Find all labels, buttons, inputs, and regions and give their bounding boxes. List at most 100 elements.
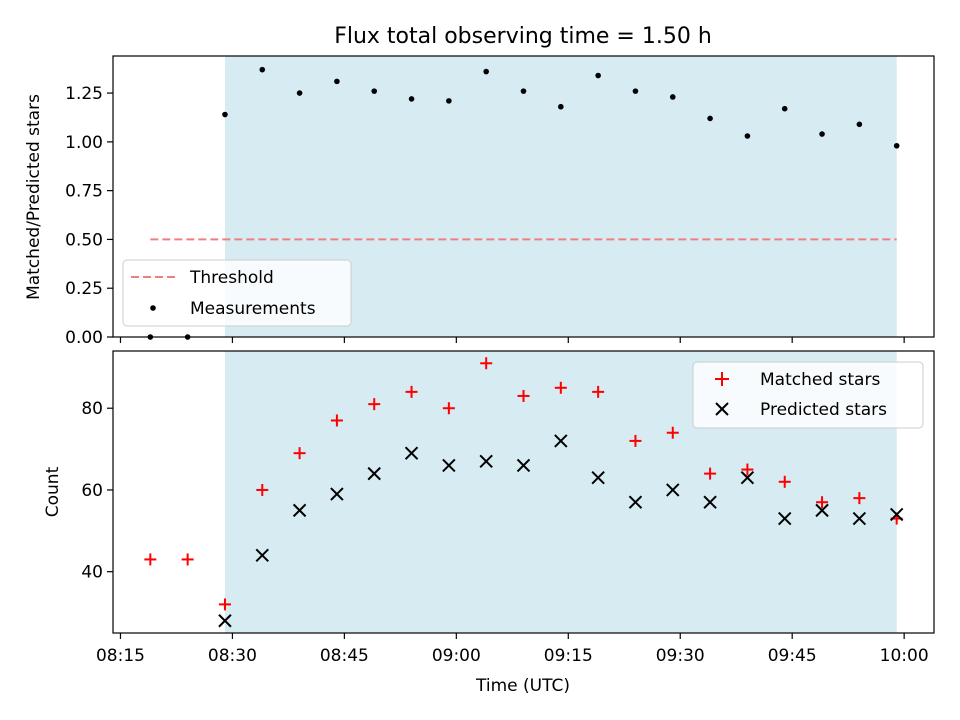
predicted-star-point xyxy=(404,446,419,460)
measurement-point xyxy=(222,111,228,118)
matched-star-point xyxy=(218,598,231,611)
matched-star-point xyxy=(741,463,754,476)
top-y-axis-label: Matched/Predicted stars xyxy=(24,94,44,300)
predicted-star-point xyxy=(516,458,531,473)
matched-star-point xyxy=(480,357,493,370)
matched-star-point xyxy=(181,553,194,566)
measurement-point xyxy=(781,105,788,112)
top-y-tick-label: 1.25 xyxy=(65,84,103,104)
measurement-point xyxy=(819,131,825,137)
top-y-tick-label: 0.25 xyxy=(65,279,103,299)
x-tick-label: 10:00 xyxy=(880,646,929,666)
predicted-star-point xyxy=(778,511,792,526)
matched-star-point xyxy=(816,496,829,509)
top-legend-box xyxy=(122,259,352,327)
bottom-x-ticks: 08:15 08:30 08:45 09:00 09:15 09:30 09:45 10:00 xyxy=(96,633,929,666)
x-tick-label: 08:30 xyxy=(208,646,257,666)
matched-star-point xyxy=(666,426,679,439)
top-y-tick-label: 0.00 xyxy=(65,328,103,348)
measurement-point xyxy=(408,96,415,102)
matched-star-point xyxy=(405,385,418,398)
predicted-star-point xyxy=(815,503,829,518)
predicted-star-point xyxy=(292,503,307,518)
matched-star-point xyxy=(554,381,567,394)
legend-measurements-label: Measurements xyxy=(190,299,316,319)
x-stroke-b xyxy=(554,434,568,448)
top-marks xyxy=(147,66,900,340)
legend-matched-swatch xyxy=(715,372,729,386)
bottom-y-ticks: 40 60 80 xyxy=(81,399,113,583)
predicted-star-point xyxy=(554,434,568,448)
top-legend: Threshold Measurements xyxy=(122,259,352,327)
x-stroke-b xyxy=(330,487,344,501)
bottom-y-tick-label: 40 xyxy=(81,563,103,583)
bottom-legend-box xyxy=(692,361,924,429)
x-stroke-b xyxy=(703,495,717,509)
predicted-star-point xyxy=(367,466,381,481)
matched-star-point xyxy=(330,414,343,427)
predicted-star-point xyxy=(255,548,269,563)
x-tick-label: 09:15 xyxy=(544,646,593,666)
matched-star-point xyxy=(442,402,455,415)
top-y-ticks: 0.00 0.25 0.50 0.75 1.00 1.25 xyxy=(65,84,113,348)
predicted-star-point xyxy=(330,487,344,501)
x-stroke-b xyxy=(591,470,605,485)
measurement-point xyxy=(520,88,527,94)
legend-predicted-label: Predicted stars xyxy=(760,400,887,420)
predicted-star-point xyxy=(703,495,717,509)
measurement-point xyxy=(296,90,303,96)
x-tick-label: 08:15 xyxy=(96,646,145,666)
predicted-star-point xyxy=(479,454,493,469)
measurement-point xyxy=(744,133,751,139)
measurement-point xyxy=(632,88,639,94)
bottom-y-tick-label: 80 xyxy=(81,399,103,419)
x-axis-label: Time (UTC) xyxy=(475,676,570,696)
measurement-point xyxy=(558,103,564,110)
x-stroke-b xyxy=(778,511,792,526)
predicted-star-point xyxy=(218,614,232,628)
predicted-star-point xyxy=(628,495,643,509)
measurement-point xyxy=(856,121,863,128)
x-stroke-b xyxy=(404,446,419,460)
legend-matched-label: Matched stars xyxy=(760,370,880,390)
x-stroke-b xyxy=(516,458,531,473)
top-y-tick-label: 0.50 xyxy=(65,230,103,250)
measurement-point xyxy=(483,68,489,75)
top-x-ticks xyxy=(119,337,905,343)
x-stroke-b xyxy=(889,507,904,522)
measurement-point xyxy=(371,88,378,94)
top-y-tick-label: 1.00 xyxy=(65,133,103,153)
x-tick-label: 09:30 xyxy=(656,646,705,666)
measurement-point xyxy=(595,72,601,79)
bottom-legend: Matched stars Predicted stars xyxy=(692,361,924,429)
bottom-panel: 40 60 80 08:15 08:30 08:45 09:00 09:15 09:30 09:… xyxy=(43,350,935,696)
x-tick-label: 09:45 xyxy=(768,646,817,666)
predicted-star-point xyxy=(442,458,456,473)
x-stroke-b xyxy=(218,614,232,628)
x-tick-label: 08:45 xyxy=(320,646,369,666)
x-stroke-b xyxy=(479,454,493,469)
x-stroke-b xyxy=(367,466,381,481)
legend-threshold-label: Threshold xyxy=(189,268,274,288)
predicted-star-point xyxy=(591,470,605,485)
measurement-point xyxy=(707,115,713,122)
matched-star-point xyxy=(592,385,605,398)
bottom-y-tick-label: 60 xyxy=(81,481,103,501)
predicted-star-point xyxy=(852,511,867,526)
x-stroke-b xyxy=(815,503,829,518)
x-stroke-b xyxy=(666,483,680,497)
chart-title: Flux total observing time = 1.50 h xyxy=(334,24,712,49)
matched-star-point xyxy=(778,475,791,488)
matched-star-point xyxy=(144,553,157,566)
measurement-point xyxy=(669,94,676,100)
x-stroke-b xyxy=(255,548,269,563)
measurement-point xyxy=(446,98,452,104)
top-frame xyxy=(112,55,935,338)
measurement-point xyxy=(893,142,900,149)
x-stroke-b xyxy=(852,511,867,526)
matched-star-point xyxy=(293,447,306,460)
measurement-point xyxy=(334,78,340,85)
legend-measurements-swatch xyxy=(150,305,156,311)
predicted-star-point xyxy=(740,470,755,485)
